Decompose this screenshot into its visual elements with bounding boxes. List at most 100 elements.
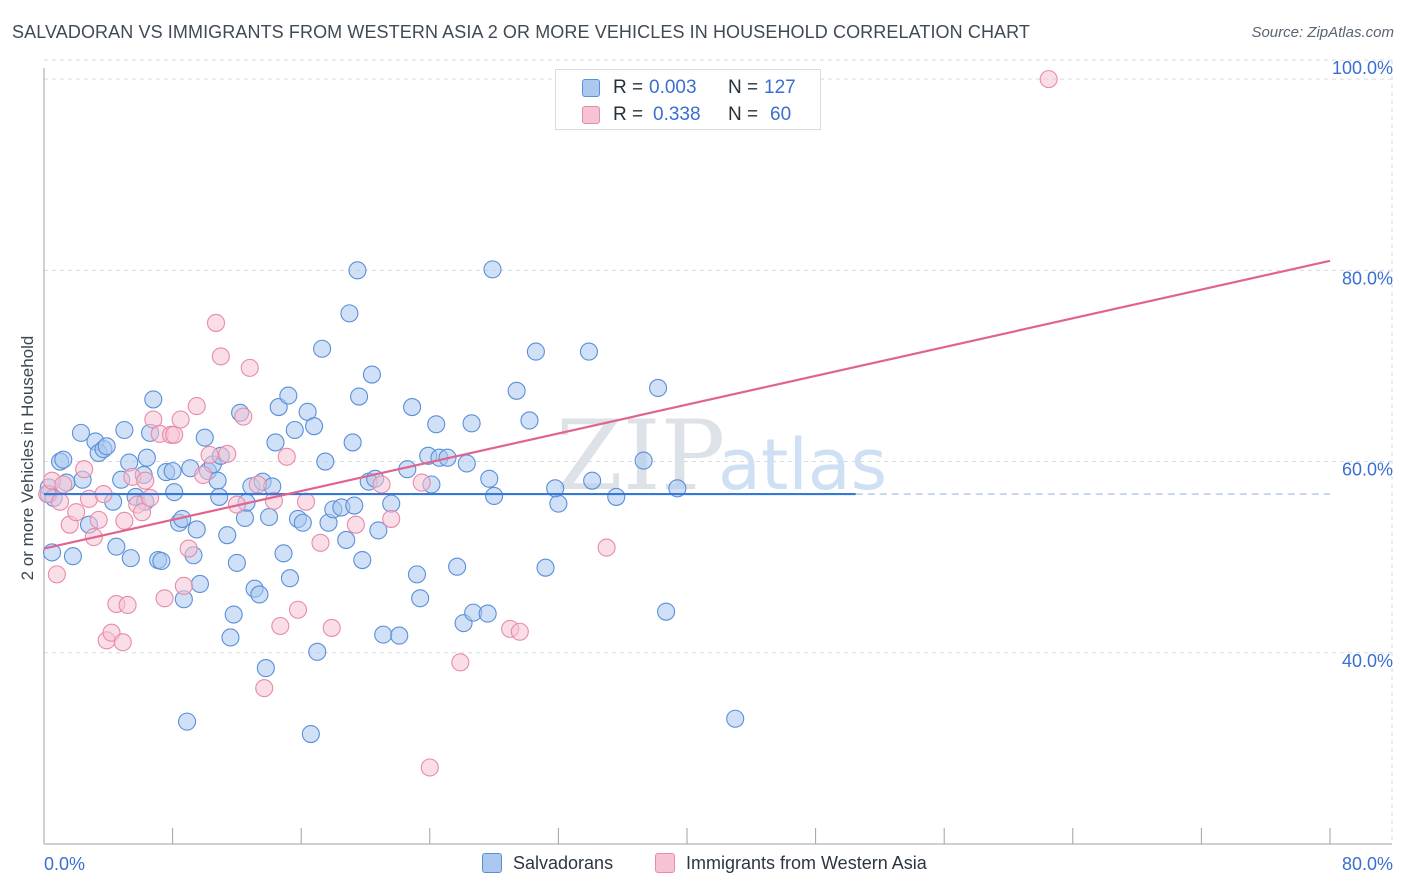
- data-point-immigrant: [1039, 70, 1058, 89]
- data-point-immigrant: [133, 503, 152, 522]
- legend-r-label: R =: [613, 104, 644, 125]
- data-point-salvadoran: [382, 494, 401, 513]
- y-tick-label: 40.0%: [1342, 651, 1393, 671]
- data-point-salvadoran: [579, 342, 598, 361]
- data-point-immigrant: [218, 444, 237, 463]
- legend-r-label: R =: [613, 77, 644, 98]
- data-point-salvadoran: [536, 558, 555, 577]
- data-point-salvadoran: [649, 378, 668, 397]
- data-point-immigrant: [171, 410, 190, 429]
- data-point-salvadoran: [279, 386, 298, 405]
- data-point-immigrant: [240, 358, 259, 377]
- data-point-salvadoran: [526, 342, 545, 361]
- data-point-immigrant: [248, 475, 267, 494]
- bottom-legend-swatch-pink: [655, 853, 675, 873]
- data-point-immigrant: [155, 589, 174, 608]
- data-point-immigrant: [510, 622, 529, 641]
- legend-swatch-pink: [582, 106, 600, 124]
- axes: [43, 68, 1392, 845]
- data-point-immigrant: [75, 460, 94, 479]
- grid-lines: [44, 59, 1393, 844]
- data-point-salvadoran: [178, 712, 197, 731]
- data-point-salvadoran: [507, 381, 526, 400]
- legend-n-value: 60: [770, 104, 792, 125]
- data-point-salvadoran: [221, 628, 240, 647]
- data-point-immigrant: [136, 471, 155, 490]
- data-point-immigrant: [206, 313, 226, 332]
- data-point-salvadoran: [657, 602, 676, 621]
- legend-n-label: N =: [728, 77, 759, 98]
- y-tick-label: 80.0%: [1342, 268, 1393, 288]
- data-point-immigrant: [115, 511, 134, 530]
- series-immigrants: [38, 70, 1058, 777]
- data-point-salvadoran: [218, 526, 237, 545]
- data-point-salvadoran: [71, 423, 91, 442]
- data-point-salvadoran: [195, 428, 214, 447]
- legend-swatch-blue: [582, 79, 600, 97]
- data-point-immigrant: [211, 347, 230, 366]
- data-point-salvadoran: [520, 411, 539, 430]
- data-point-salvadoran: [369, 521, 388, 540]
- data-point-immigrant: [179, 539, 198, 558]
- data-point-immigrant: [288, 600, 308, 619]
- data-point-salvadoran: [483, 260, 502, 279]
- data-point-salvadoran: [345, 496, 364, 515]
- data-point-salvadoran: [250, 585, 269, 604]
- data-point-immigrant: [165, 425, 184, 444]
- data-point-salvadoran: [668, 479, 687, 498]
- data-point-salvadoran: [634, 451, 653, 470]
- data-point-salvadoran: [305, 417, 324, 436]
- data-point-salvadoran: [374, 625, 393, 644]
- data-point-salvadoran: [478, 604, 497, 623]
- data-point-immigrant: [47, 565, 66, 584]
- data-point-salvadoran: [187, 520, 206, 539]
- data-point-salvadoran: [411, 589, 430, 608]
- x-tick-label-end: 80.0%: [1342, 854, 1393, 874]
- data-point-immigrant: [174, 576, 193, 595]
- data-point-salvadoran: [152, 551, 171, 571]
- data-point-immigrant: [322, 618, 341, 637]
- data-point-salvadoran: [308, 642, 327, 661]
- data-point-salvadoran: [121, 549, 140, 568]
- data-point-immigrant: [372, 475, 391, 494]
- data-point-immigrant: [382, 509, 401, 528]
- data-point-salvadoran: [190, 574, 209, 593]
- data-point-salvadoran: [448, 557, 467, 576]
- data-point-salvadoran: [256, 659, 275, 678]
- data-point-salvadoran: [280, 569, 299, 588]
- data-point-salvadoran: [340, 304, 359, 323]
- data-point-salvadoran: [462, 414, 481, 433]
- data-point-salvadoran: [97, 437, 116, 456]
- data-point-immigrant: [187, 397, 206, 416]
- data-point-immigrant: [451, 653, 470, 672]
- data-point-salvadoran: [583, 471, 602, 490]
- data-point-immigrant: [51, 492, 70, 511]
- trend-line-immigrants: [43, 259, 1331, 550]
- data-point-immigrant: [346, 515, 365, 534]
- legend-n-value: 127: [764, 77, 796, 98]
- data-point-salvadoran: [316, 452, 335, 471]
- data-point-salvadoran: [350, 387, 369, 406]
- data-point-immigrant: [311, 533, 330, 552]
- data-point-immigrant: [54, 475, 73, 494]
- data-point-immigrant: [194, 465, 213, 484]
- data-point-salvadoran: [337, 530, 356, 550]
- data-point-salvadoran: [137, 448, 156, 467]
- data-point-salvadoran: [210, 487, 229, 506]
- data-point-salvadoran: [480, 469, 499, 488]
- data-point-salvadoran: [546, 479, 565, 498]
- legend-n-label: N =: [728, 104, 759, 125]
- data-point-salvadoran: [726, 709, 745, 728]
- data-point-immigrant: [118, 595, 137, 615]
- data-point-salvadoran: [285, 420, 304, 440]
- data-point-salvadoran: [348, 261, 367, 280]
- data-point-salvadoran: [485, 486, 504, 506]
- y-tick-label: 60.0%: [1342, 460, 1393, 480]
- trend-lines: [43, 259, 1331, 550]
- data-point-immigrant: [296, 492, 316, 511]
- data-point-salvadoran: [293, 513, 312, 532]
- data-point-salvadoran: [163, 462, 182, 481]
- data-point-salvadoran: [107, 537, 126, 556]
- x-tick-label-start: 0.0%: [44, 854, 85, 874]
- data-point-salvadoran: [54, 450, 73, 469]
